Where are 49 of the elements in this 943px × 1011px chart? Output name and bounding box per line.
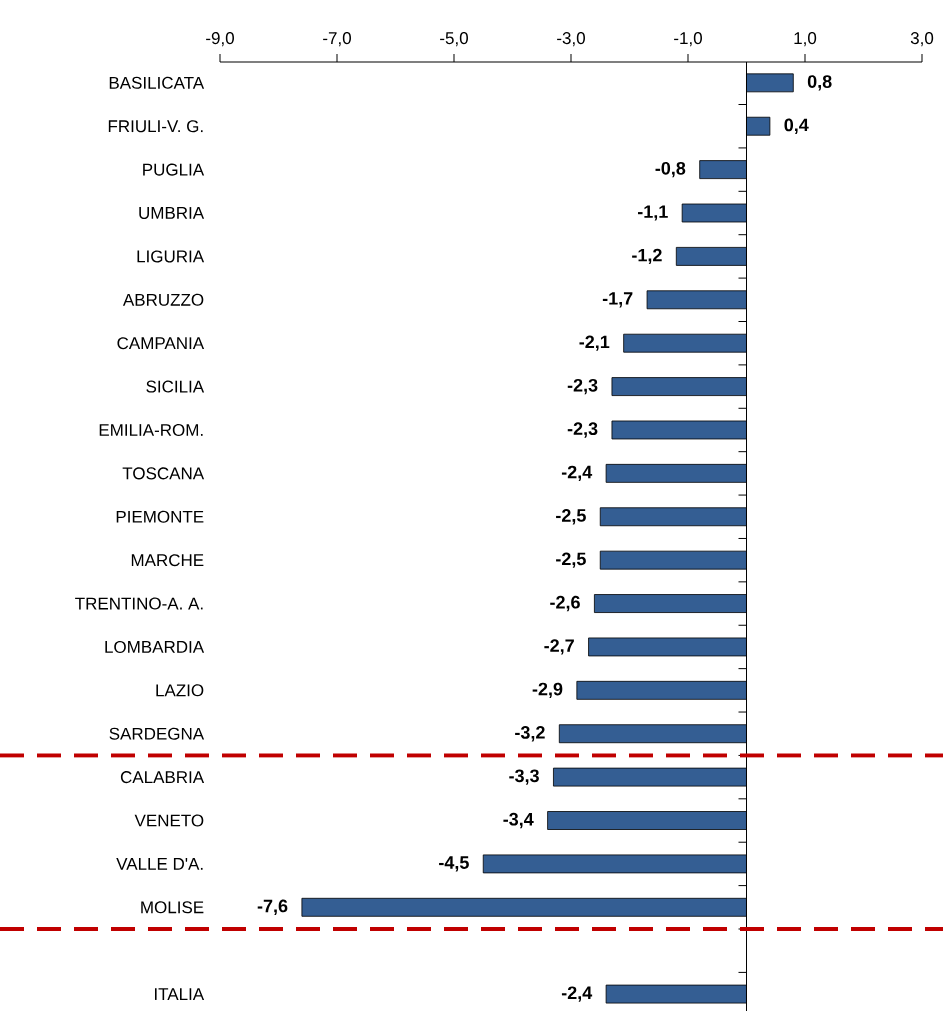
y-tick-label: LAZIO: [156, 684, 204, 697]
data-label: -2,6: [550, 595, 580, 612]
y-tick-label: LIGURIA: [137, 250, 205, 263]
data-label: -1,2: [632, 248, 662, 265]
y-tick-label: FRIULI-V. G.: [108, 120, 203, 133]
data-label: -2,1: [579, 335, 610, 351]
data-label: -0,8: [655, 161, 686, 178]
y-tick-label: UMBRIA: [139, 207, 205, 219]
data-label: -2,5: [556, 552, 586, 568]
data-label: 0,8: [807, 75, 832, 91]
data-label: -3,4: [503, 812, 534, 829]
data-label: -4,5: [439, 856, 469, 872]
data-label: -1,7: [602, 292, 633, 308]
data-label: -2,3: [567, 378, 598, 395]
x-tick-label: 1,0: [794, 32, 817, 47]
y-tick-label: CAMPANIA: [117, 337, 205, 350]
y-tick-label: CALABRIA: [120, 771, 205, 784]
y-tick-label: EMILIA-ROM.: [99, 423, 203, 436]
x-tick-label: 3,0: [910, 32, 934, 47]
data-label: -1,1: [637, 205, 668, 221]
x-tick-label: -3,0: [557, 32, 585, 47]
data-label: -7,6: [257, 899, 288, 915]
y-tick-label: ITALIA: [155, 988, 205, 1000]
y-tick-label: SICILIA: [146, 380, 205, 393]
data-label: -3,2: [515, 726, 545, 742]
data-label: -2,4: [561, 465, 593, 482]
y-tick-label: TRENTINO-A. A.: [75, 597, 203, 610]
y-tick-label: SARDEGNA: [109, 727, 205, 740]
y-tick-label: TOSCANA: [122, 467, 205, 480]
y-tick-label: MOLISE: [141, 901, 204, 914]
y-tick-label: VENETO: [134, 814, 204, 827]
x-tick-label: -5,0: [440, 32, 468, 47]
y-tick-label: PIEMONTE: [116, 510, 204, 523]
y-tick-label: ABRUZZO: [122, 293, 204, 306]
data-label: -2,5: [556, 509, 586, 525]
y-tick-label: LOMBARDIA: [105, 640, 205, 653]
data-label: -2,3: [567, 422, 598, 438]
data-label: -2,9: [532, 682, 563, 699]
y-tick-label: PUGLIA: [143, 163, 205, 176]
x-tick-label: -1,0: [674, 32, 702, 47]
y-tick-label: BASILICATA: [109, 76, 205, 89]
y-tick-label: VALLE D'A.: [116, 858, 203, 870]
data-label: -3,3: [509, 769, 539, 785]
data-label: -2,4: [561, 986, 593, 1002]
y-tick-label: MARCHE: [131, 554, 204, 567]
x-tick-label: -7,0: [323, 32, 351, 47]
x-tick-label: -9,0: [206, 32, 234, 47]
data-label: 0,4: [784, 118, 809, 134]
data-label: -2,7: [544, 639, 574, 655]
